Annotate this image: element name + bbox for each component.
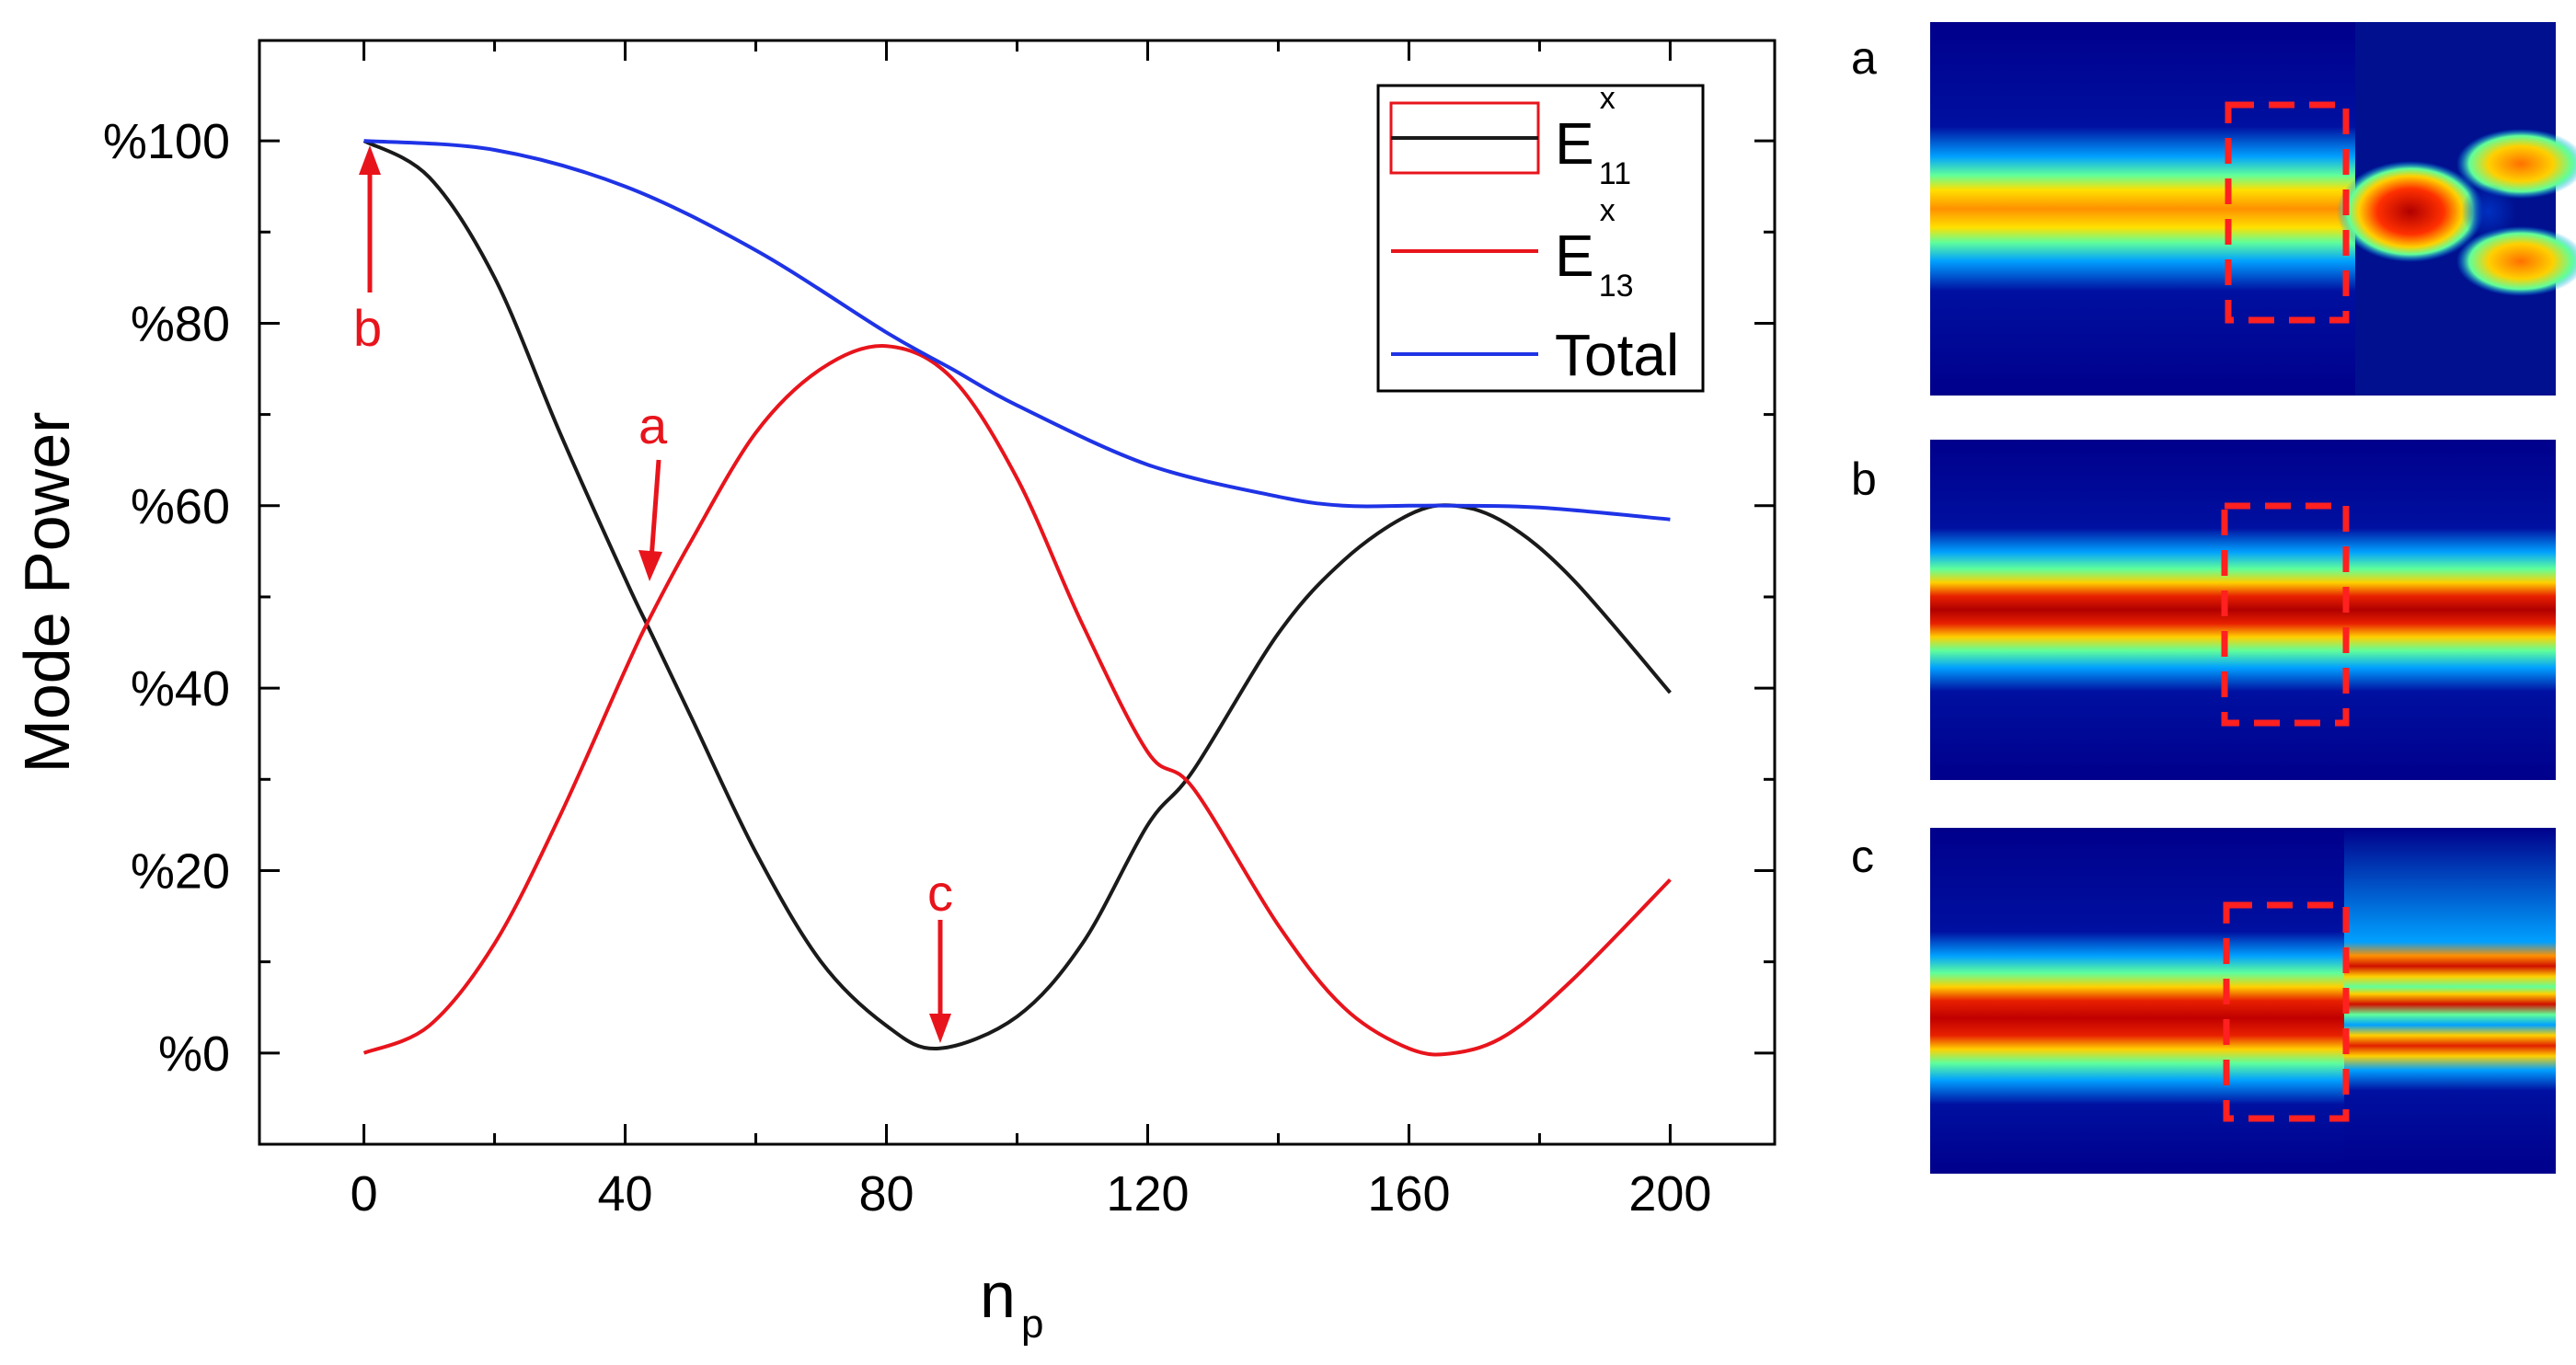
legend-sub-e13: 13: [1599, 269, 1634, 304]
panel-b: b: [1851, 440, 2556, 780]
legend-label-total: Total: [1555, 322, 1679, 388]
panel-a-dark-spot: [2461, 184, 2516, 239]
y-tick-label: %80: [131, 296, 230, 351]
x-axis-title-sub: p: [1021, 1302, 1043, 1347]
panel-a-lobe-top: [2456, 129, 2576, 199]
x-axis-title-main: n: [980, 1259, 1016, 1331]
y-tick-label: %60: [131, 479, 230, 534]
legend-sub-e11: 11: [1599, 156, 1631, 191]
annotation-c: c: [927, 864, 953, 1043]
annotation-c-arrowhead: [929, 1014, 951, 1043]
annotation-b-label: b: [353, 299, 382, 357]
panel-b-dashed-box: [2221, 502, 2350, 727]
panel-a: a: [1851, 22, 2576, 396]
axis-tick-labels: 0 40 80 120 160 200 %0 %20 %40 %60 %80 %100: [103, 114, 1712, 1222]
panel-c: c: [1851, 828, 2556, 1174]
x-tick-label: 80: [858, 1166, 914, 1222]
annotation-a-arrow: [649, 459, 661, 560]
x-tick-label: 200: [1628, 1166, 1711, 1222]
legend-sup-e13: x: [1600, 193, 1616, 228]
x-tick-label: 160: [1367, 1166, 1450, 1222]
series-layer: [362, 139, 1672, 1057]
legend-label-e11: Ex 11: [1555, 81, 1631, 191]
axis-ticks: [259, 40, 1775, 1144]
panel-a-lobe-center: [2337, 161, 2484, 262]
panel-b-field: [1930, 440, 2556, 780]
y-tick-label: %100: [103, 114, 230, 169]
x-tick-label: 120: [1106, 1166, 1189, 1222]
legend-sup-e11: x: [1600, 81, 1616, 116]
panel-b-label: b: [1851, 453, 1877, 505]
annotation-a-label: a: [638, 396, 668, 454]
annotation-c-label: c: [927, 864, 953, 922]
x-tick-label: 0: [351, 1166, 378, 1222]
y-tick-label: %40: [131, 661, 230, 717]
annotation-b: b: [353, 145, 382, 357]
series-e13-line: [362, 344, 1672, 1057]
panel-a-dashed-box: [2225, 101, 2350, 324]
annotation-a: a: [638, 396, 668, 581]
panel-c-dashed-box: [2223, 901, 2350, 1122]
panel-c-stripe-region: [2344, 828, 2556, 1174]
legend-label-e13: Ex 13: [1555, 193, 1634, 304]
legend: Ex 11 Ex 13 Total: [1376, 81, 1705, 393]
y-axis-title: Mode Power: [11, 412, 83, 774]
annotation-b-arrowhead: [359, 145, 381, 175]
annotation-a-arrowhead: [638, 550, 662, 581]
panel-a-lobe-bottom: [2456, 226, 2576, 296]
panel-c-label: c: [1851, 831, 1874, 882]
y-tick-label: %0: [158, 1027, 230, 1082]
series-e11-line: [362, 139, 1672, 1050]
series-total-line: [363, 139, 1671, 522]
panel-a-label: a: [1851, 32, 1877, 84]
x-tick-label: 40: [598, 1166, 653, 1222]
y-tick-label: %20: [131, 843, 230, 899]
